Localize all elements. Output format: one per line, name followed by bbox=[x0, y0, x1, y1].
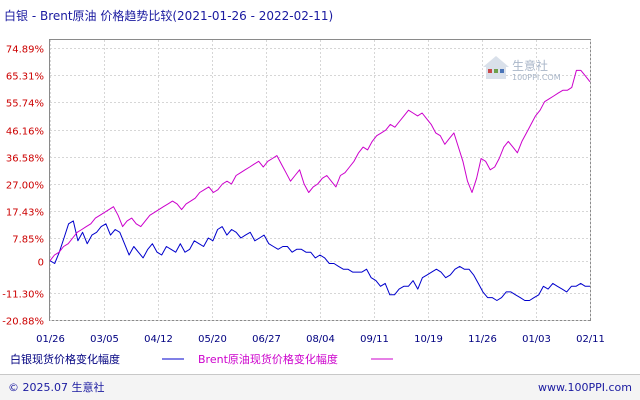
legend-label-silver: 白银现货价格变化幅度 bbox=[10, 352, 120, 366]
y-tick-label: 0 bbox=[38, 258, 44, 269]
legend: 白银现货价格变化幅度 Brent原油现货价格变化幅度 bbox=[10, 352, 393, 366]
x-axis: 01/26 03/05 04/12 05/20 06/27 08/04 09/11 10/19… bbox=[36, 334, 605, 345]
y-tick-label: 36.58% bbox=[6, 154, 44, 165]
x-tick-label: 05/20 bbox=[198, 334, 227, 345]
y-tick-label: 74.89% bbox=[6, 45, 44, 56]
legend-label-brent: Brent原油现货价格变化幅度 bbox=[198, 352, 338, 366]
x-tick-label: 11/26 bbox=[468, 334, 497, 345]
y-tick-label: -11.30% bbox=[2, 290, 44, 301]
y-tick-label: 17.43% bbox=[6, 208, 44, 219]
y-axis: 74.89% 65.31% 55.74% 46.16% 36.58% 27.00% 17.4… bbox=[2, 45, 44, 328]
series-lines bbox=[49, 69, 591, 301]
x-tick-label: 01/03 bbox=[522, 334, 551, 345]
y-tick-label: 7.85% bbox=[12, 235, 44, 246]
watermark-logo: 生意社 100PPI.COM bbox=[483, 56, 561, 82]
series-line-brent bbox=[49, 69, 591, 262]
x-tick-label: 03/05 bbox=[90, 334, 119, 345]
y-tick-label: 27.00% bbox=[6, 181, 44, 192]
series-line-silver bbox=[49, 220, 590, 301]
x-tick-label: 06/27 bbox=[252, 334, 281, 345]
watermark-brand: 生意社 bbox=[512, 58, 548, 73]
y-tick-label: 65.31% bbox=[6, 72, 44, 83]
y-tick-label: 55.74% bbox=[6, 99, 44, 110]
x-tick-label: 09/11 bbox=[360, 334, 389, 345]
y-tick-label: 46.16% bbox=[6, 127, 44, 138]
watermark-url: 100PPI.COM bbox=[512, 73, 561, 82]
house-icon bbox=[483, 56, 509, 79]
grid bbox=[50, 40, 591, 321]
footer-bar bbox=[0, 375, 640, 400]
x-tick-label: 08/04 bbox=[306, 334, 335, 345]
footer-copyright: © 2025.07 生意社 bbox=[8, 380, 104, 394]
x-tick-label: 10/19 bbox=[414, 334, 443, 345]
x-tick-label: 02/11 bbox=[576, 334, 605, 345]
y-tick-label: -20.88% bbox=[2, 317, 44, 328]
footer-site: www.100PPI.com bbox=[538, 381, 632, 394]
x-tick-label: 04/12 bbox=[144, 334, 173, 345]
chart-title: 白银 - Brent原油 价格趋势比较(2021-01-26 - 2022-02… bbox=[4, 8, 333, 23]
x-tick-label: 01/26 bbox=[36, 334, 65, 345]
